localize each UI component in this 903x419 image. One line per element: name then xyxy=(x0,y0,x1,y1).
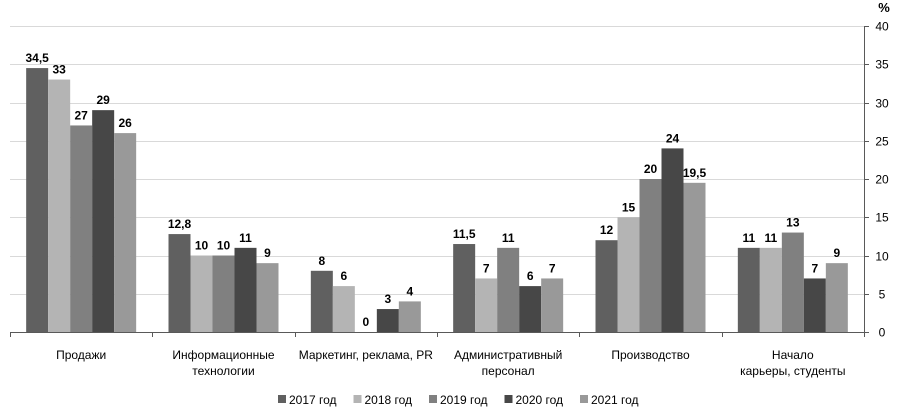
y-tick-label: 30 xyxy=(875,97,889,111)
y-tick-label: 15 xyxy=(875,211,889,225)
data-label: 6 xyxy=(340,269,347,283)
x-category-label: карьеры, студенты xyxy=(740,364,845,378)
data-label: 11 xyxy=(742,231,755,245)
bar xyxy=(398,301,421,332)
legend: 2017 год 2018 год 2019 год 2020 год 2021 год xyxy=(278,393,639,407)
data-label: 29 xyxy=(96,93,110,107)
bar xyxy=(212,255,235,332)
y-tick-label: 20 xyxy=(875,173,889,187)
legend-label: 2019 год xyxy=(440,393,488,407)
bars xyxy=(26,68,848,333)
data-label: 11,5 xyxy=(453,227,476,241)
bar xyxy=(114,133,137,332)
bar xyxy=(376,309,399,332)
bar xyxy=(168,234,191,332)
legend-swatch xyxy=(504,395,513,403)
data-label: 3 xyxy=(384,292,391,306)
data-label: 6 xyxy=(527,269,534,283)
bar xyxy=(190,255,213,332)
legend-label: 2020 год xyxy=(516,393,564,407)
bar xyxy=(661,148,684,332)
x-category-label: Информационные xyxy=(172,348,275,362)
data-label: 15 xyxy=(622,200,636,214)
bar xyxy=(497,247,520,332)
data-label: 19,5 xyxy=(683,166,707,180)
legend-label: 2021 год xyxy=(591,393,639,407)
data-label: 9 xyxy=(264,246,271,260)
data-label: 7 xyxy=(483,261,490,275)
bar xyxy=(26,68,49,332)
legend-swatch xyxy=(429,395,437,403)
y-tick-label: 25 xyxy=(875,135,889,149)
data-label: 11 xyxy=(502,231,515,245)
bar xyxy=(825,263,848,332)
data-label: 27 xyxy=(74,108,88,122)
bar xyxy=(332,286,355,332)
bar xyxy=(48,79,71,332)
data-label: 10 xyxy=(217,239,231,253)
bar xyxy=(737,247,760,332)
grid-lines xyxy=(10,26,864,295)
y-tick-label: 35 xyxy=(875,58,889,72)
bar xyxy=(475,278,498,332)
bar xyxy=(759,247,782,332)
bar xyxy=(639,179,662,332)
x-category-label: Производство xyxy=(611,348,690,362)
data-label: 10 xyxy=(195,239,209,253)
bar xyxy=(70,125,93,332)
data-label: 7 xyxy=(811,261,818,275)
bar xyxy=(234,247,257,332)
bar xyxy=(541,278,564,332)
x-category-label: Административный xyxy=(454,348,562,362)
data-label: 33 xyxy=(52,63,66,77)
x-category-label: персонал xyxy=(482,364,535,378)
data-label: 9 xyxy=(833,246,840,260)
bar xyxy=(781,232,804,332)
legend-swatch xyxy=(278,395,286,403)
x-category-label: технологии xyxy=(192,364,254,378)
y-axis-unit-label: % xyxy=(878,0,890,15)
data-label: 34,5 xyxy=(25,51,49,65)
y-tick-label: 10 xyxy=(875,250,889,264)
bar xyxy=(617,217,640,332)
data-label: 12 xyxy=(600,223,614,237)
legend-swatch xyxy=(580,395,588,403)
legend-label: 2018 год xyxy=(365,393,413,407)
bar xyxy=(310,270,333,332)
bar xyxy=(595,240,618,332)
bar xyxy=(92,110,115,333)
data-label: 13 xyxy=(786,216,800,230)
bar xyxy=(683,182,706,332)
bar xyxy=(453,244,476,332)
data-label: 4 xyxy=(406,284,413,298)
y-tick-label: 40 xyxy=(875,20,889,34)
y-tick-label: 0 xyxy=(879,326,886,340)
data-label: 24 xyxy=(666,131,680,145)
data-label: 26 xyxy=(118,116,132,130)
data-label: 20 xyxy=(644,162,658,176)
y-tick-label: 5 xyxy=(879,288,886,302)
data-label: 11 xyxy=(239,231,252,245)
data-label: 12,8 xyxy=(168,217,192,231)
bar xyxy=(803,278,826,332)
data-label: 11 xyxy=(764,231,777,245)
bar xyxy=(519,286,542,332)
x-category-label: Начало xyxy=(772,348,814,362)
legend-label: 2017 год xyxy=(289,393,337,407)
data-label: 7 xyxy=(549,261,556,275)
x-category-label: Маркетинг, реклама, PR xyxy=(299,348,434,362)
data-label: 8 xyxy=(318,254,325,268)
legend-swatch xyxy=(353,395,362,403)
data-label: 0 xyxy=(362,315,369,329)
bar xyxy=(256,263,279,332)
x-category-label: Продажи xyxy=(56,348,106,362)
